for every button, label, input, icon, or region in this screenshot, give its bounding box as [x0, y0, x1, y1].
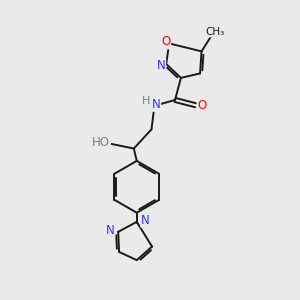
Text: O: O [197, 99, 207, 112]
Text: HO: HO [92, 136, 110, 148]
Text: N: N [141, 214, 150, 227]
Text: H: H [142, 96, 150, 106]
Text: O: O [161, 35, 170, 48]
Text: N: N [106, 224, 114, 237]
Text: CH₃: CH₃ [206, 27, 225, 37]
Text: N: N [152, 98, 160, 111]
Text: N: N [157, 59, 165, 72]
